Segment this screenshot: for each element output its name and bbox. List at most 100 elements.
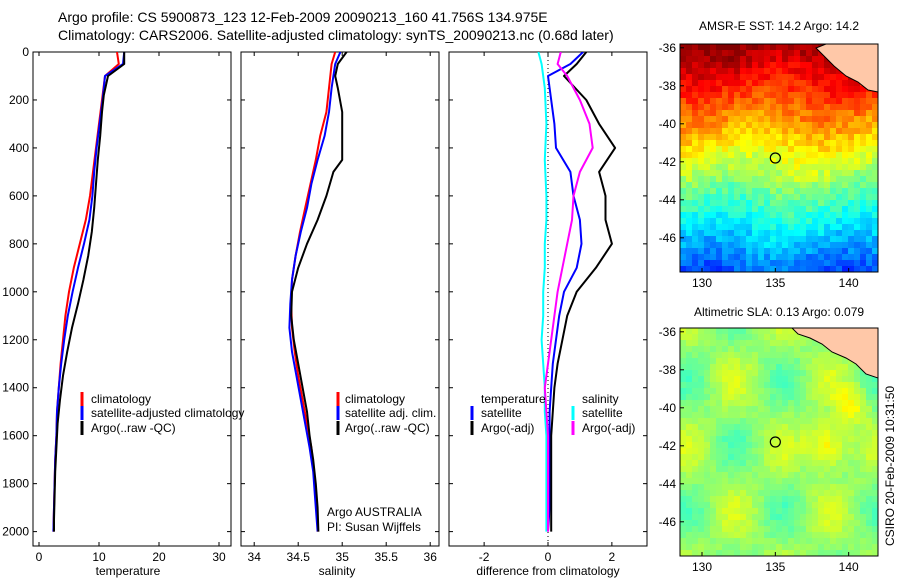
heatmap-cell [824, 484, 831, 491]
heatmap-cell [848, 532, 855, 539]
heatmap-cell [740, 128, 747, 135]
heatmap-cell [686, 352, 693, 359]
heatmap-cell [728, 248, 735, 255]
heatmap-cell [722, 346, 729, 353]
heatmap-cell [806, 514, 813, 521]
heatmap-cell [704, 98, 711, 105]
heatmap-cell [782, 110, 789, 117]
heatmap-cell [716, 212, 723, 219]
heatmap-cell [734, 176, 741, 183]
heatmap-cell [746, 526, 753, 533]
heatmap-cell [734, 56, 741, 63]
heatmap-cell [752, 152, 759, 159]
heatmap-cell [770, 44, 777, 51]
heatmap-cell [704, 418, 711, 425]
heatmap-cell [686, 460, 693, 467]
heatmap-cell [758, 454, 765, 461]
heatmap-cell [782, 532, 789, 539]
heatmap-cell [746, 376, 753, 383]
heatmap-cell [728, 406, 735, 413]
heatmap-cell [764, 206, 771, 213]
heatmap-cell [692, 442, 699, 449]
heatmap-cell [704, 346, 711, 353]
heatmap-cell [872, 170, 878, 177]
heatmap-cell [830, 248, 837, 255]
heatmap-cell [770, 194, 777, 201]
heatmap-cell [842, 358, 849, 365]
heatmap-cell [806, 484, 813, 491]
heatmap-cell [758, 502, 765, 509]
heatmap-cell [842, 424, 849, 431]
heatmap-cell [716, 146, 723, 153]
heatmap-cell [710, 346, 717, 353]
heatmap-cell [734, 520, 741, 527]
heatmap-cell [842, 478, 849, 485]
heatmap-cell [788, 122, 795, 129]
heatmap-cell [716, 532, 723, 539]
heatmap-cell [830, 128, 837, 135]
heatmap-cell [848, 128, 855, 135]
heatmap-cell [710, 418, 717, 425]
heatmap-cell [716, 346, 723, 353]
heatmap-cell [800, 56, 807, 63]
heatmap-cell [854, 200, 861, 207]
heatmap-cell [722, 454, 729, 461]
heatmap-cell [782, 248, 789, 255]
heatmap-cell [794, 454, 801, 461]
heatmap-cell [794, 140, 801, 147]
heatmap-cell [776, 544, 783, 551]
heatmap-cell [854, 430, 861, 437]
heatmap-cell [680, 442, 687, 449]
heatmap-cell [728, 80, 735, 87]
heatmap-cell [740, 430, 747, 437]
heatmap-cell [872, 230, 878, 237]
heatmap-cell [692, 370, 699, 377]
heatmap-cell [734, 236, 741, 243]
heatmap-cell [842, 514, 849, 521]
heatmap-cell [686, 484, 693, 491]
heatmap-cell [704, 424, 711, 431]
heatmap-cell [704, 442, 711, 449]
heatmap-cell [788, 346, 795, 353]
heatmap-cell [746, 400, 753, 407]
heatmap-cell [680, 206, 687, 213]
heatmap-cell [800, 430, 807, 437]
heatmap-cell [770, 364, 777, 371]
heatmap-cell [860, 478, 867, 485]
heatmap-cell [716, 400, 723, 407]
heatmap-cell [836, 98, 843, 105]
x-tick-label: 34.5 [287, 550, 311, 564]
heatmap-cell [866, 514, 873, 521]
heatmap-cell [872, 550, 878, 556]
heatmap-cell [734, 412, 741, 419]
heatmap-cell [818, 68, 825, 75]
heatmap-cell [770, 134, 777, 141]
heatmap-cell [824, 146, 831, 153]
heatmap-cell [872, 98, 878, 105]
heatmap-cell [830, 442, 837, 449]
legend-label-sal-argo: Argo(-adj) [582, 421, 635, 435]
heatmap-cell [704, 376, 711, 383]
heatmap-cell [782, 182, 789, 189]
heatmap-cell [734, 134, 741, 141]
heatmap-cell [788, 140, 795, 147]
heatmap-cell [704, 86, 711, 93]
heatmap-cell [722, 254, 729, 261]
heatmap-cell [710, 460, 717, 467]
series-line-satellite-adj-clim [288, 52, 342, 532]
heatmap-cell [818, 382, 825, 389]
heatmap-cell [704, 538, 711, 545]
heatmap-cell [776, 254, 783, 261]
heatmap-cell [680, 352, 687, 359]
heatmap-cell [710, 122, 717, 129]
heatmap-cell [704, 152, 711, 159]
heatmap-cell [752, 442, 759, 449]
heatmap-cell [848, 200, 855, 207]
heatmap-cell [740, 218, 747, 225]
heatmap-cell [716, 182, 723, 189]
heatmap-cell [704, 194, 711, 201]
heatmap-cell [728, 436, 735, 443]
heatmap-cell [830, 116, 837, 123]
heatmap-cell [794, 442, 801, 449]
heatmap-cell [794, 146, 801, 153]
